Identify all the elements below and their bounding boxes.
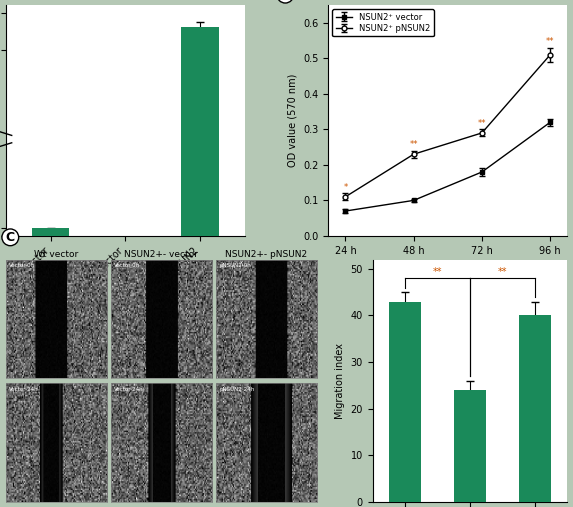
Legend: NSUN2⁺ vector, NSUN2⁺ pNSUN2: NSUN2⁺ vector, NSUN2⁺ pNSUN2 <box>332 9 434 37</box>
Text: **: ** <box>433 267 442 277</box>
Bar <box>389 302 421 502</box>
Text: pNSUN2-24h: pNSUN2-24h <box>219 387 254 392</box>
Title: Wt vector: Wt vector <box>34 250 79 259</box>
Text: **: ** <box>409 140 418 149</box>
Y-axis label: Migration index: Migration index <box>335 343 345 419</box>
Text: Vector-24h: Vector-24h <box>9 387 38 392</box>
X-axis label: Time: Time <box>433 261 463 271</box>
Title: NSUN2+- pNSUN2: NSUN2+- pNSUN2 <box>225 250 308 259</box>
Text: **: ** <box>498 267 507 277</box>
Text: Vector-0h: Vector-0h <box>114 263 140 268</box>
Text: pNSUN2-0h: pNSUN2-0h <box>219 263 251 268</box>
Y-axis label: OD value (570 nm): OD value (570 nm) <box>288 74 297 167</box>
Text: C: C <box>6 231 15 244</box>
Text: Vector-0h: Vector-0h <box>9 263 35 268</box>
Bar <box>32 229 69 236</box>
Text: **: ** <box>478 119 486 128</box>
Text: Vector-24h: Vector-24h <box>114 387 143 392</box>
Bar <box>181 27 218 236</box>
Text: B: B <box>281 0 290 1</box>
Text: **: ** <box>546 37 555 46</box>
Title: NSUN2+- vector: NSUN2+- vector <box>124 250 198 259</box>
Text: *: * <box>343 183 347 192</box>
Bar <box>454 390 486 502</box>
Bar <box>519 315 551 502</box>
